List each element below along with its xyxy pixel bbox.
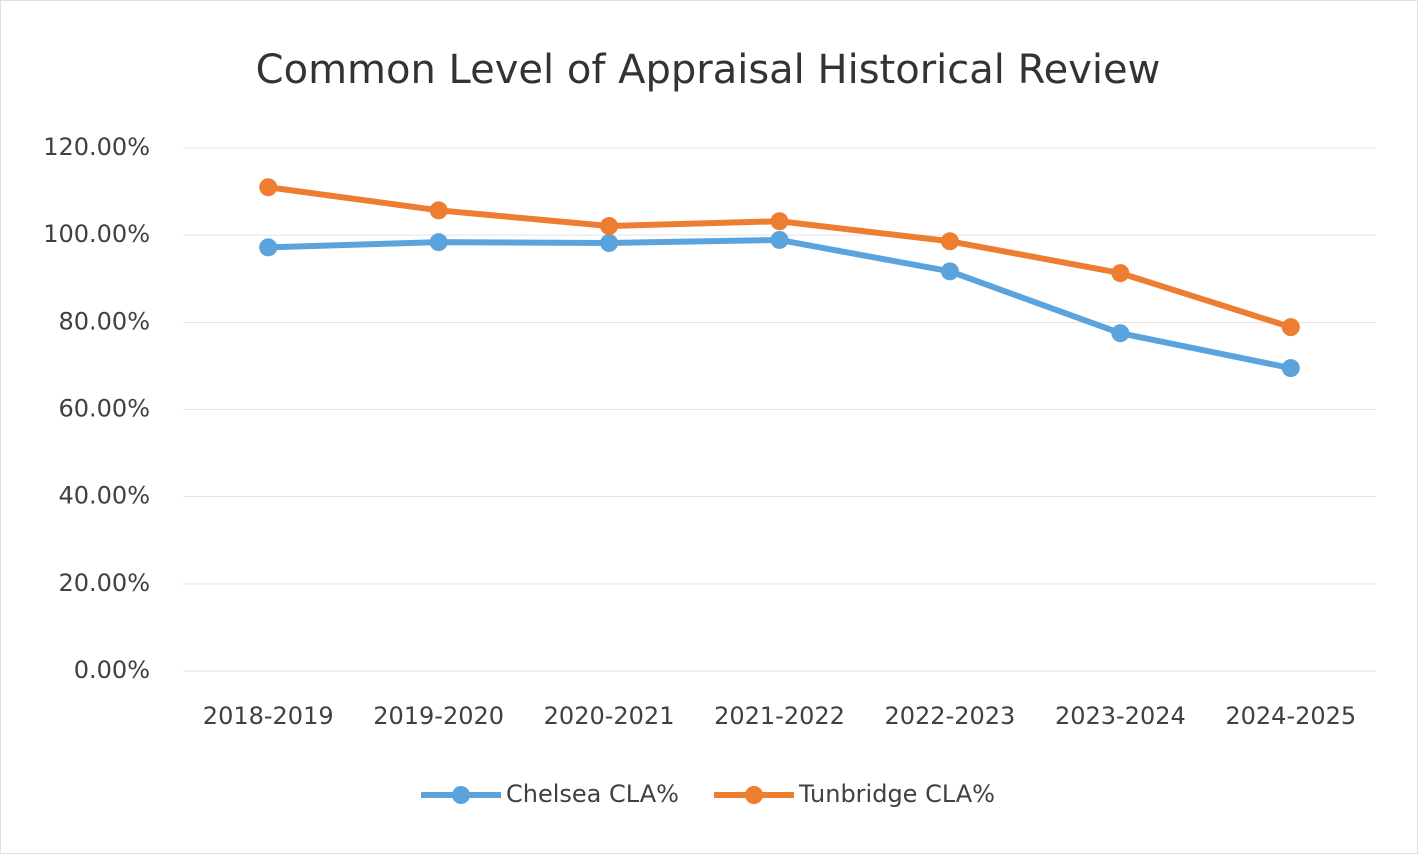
x-tick-label: 2024-2025 [1225,702,1356,730]
point-marker [429,201,448,220]
point-marker [429,233,448,252]
chart-title: Common Level of Appraisal Historical Rev… [256,47,1161,93]
y-tick-label: 60.00% [58,395,150,423]
x-tick-label: 2020-2021 [544,702,675,730]
y-tick-label: 0.00% [74,656,150,684]
point-marker [600,217,619,236]
y-tick-label: 100.00% [43,220,150,248]
legend-label: Chelsea CLA% [506,780,679,808]
x-tick-label: 2023-2024 [1055,702,1186,730]
x-tick-label: 2021-2022 [714,702,845,730]
point-marker [1111,264,1130,283]
point-marker [940,262,959,281]
point-marker [600,234,619,253]
y-tick-label: 120.00% [43,133,150,161]
point-marker [770,212,789,231]
y-tick-label: 20.00% [58,569,150,597]
point-marker [1281,359,1300,378]
legend-marker [745,786,763,804]
point-marker [940,232,959,251]
point-marker [1281,318,1300,337]
x-tick-label: 2022-2023 [885,702,1016,730]
x-tick-label: 2018-2019 [203,702,334,730]
legend-marker [452,786,470,804]
point-marker [259,178,278,197]
legend-label: Tunbridge CLA% [798,780,995,808]
x-tick-label: 2019-2020 [373,702,504,730]
point-marker [770,230,789,249]
point-marker [1111,324,1130,343]
point-marker [259,238,278,257]
y-tick-label: 40.00% [58,482,150,510]
y-tick-label: 80.00% [58,307,150,335]
